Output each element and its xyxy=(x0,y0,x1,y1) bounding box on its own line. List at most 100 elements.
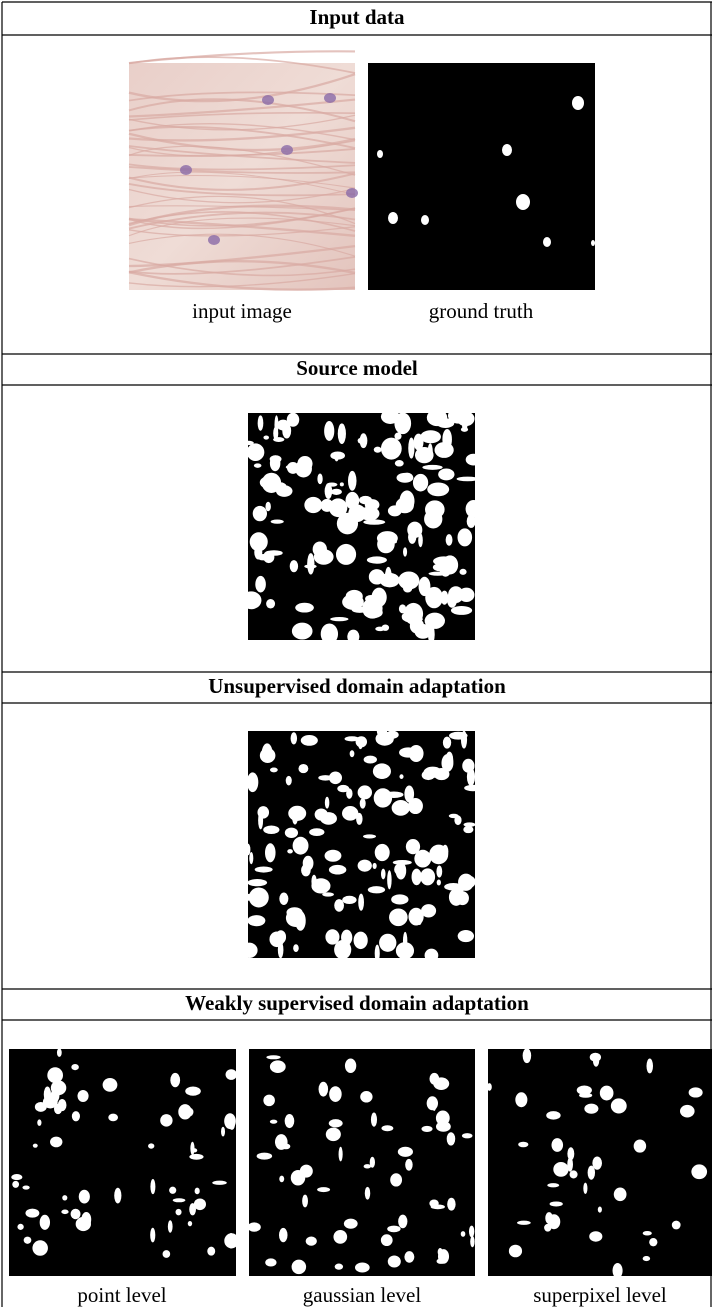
blob xyxy=(386,731,399,739)
blob xyxy=(464,876,475,888)
blob xyxy=(436,1111,450,1126)
blob xyxy=(373,763,391,779)
blob xyxy=(270,1120,277,1124)
blob xyxy=(51,1080,66,1095)
blob xyxy=(420,430,441,443)
blob xyxy=(266,1055,280,1059)
blob xyxy=(72,1111,80,1121)
blob xyxy=(425,587,443,608)
blob xyxy=(263,825,279,834)
mask-image xyxy=(487,1048,712,1278)
blob xyxy=(447,1198,455,1211)
blob xyxy=(257,1153,272,1160)
blob xyxy=(279,893,288,905)
blob xyxy=(388,505,402,516)
blob xyxy=(339,1147,343,1162)
blob xyxy=(406,839,420,854)
section-title: Source model xyxy=(296,356,418,380)
blob xyxy=(103,1078,118,1092)
blob xyxy=(329,1086,341,1102)
blob xyxy=(458,528,473,546)
blob xyxy=(358,438,363,443)
blob xyxy=(375,844,390,861)
nucleus xyxy=(180,165,192,175)
blob xyxy=(150,1228,155,1243)
blob xyxy=(399,747,417,757)
blob xyxy=(410,618,424,633)
blob xyxy=(438,1248,443,1256)
blob xyxy=(377,150,383,158)
blob xyxy=(447,591,457,607)
blob xyxy=(265,550,282,556)
blob xyxy=(441,591,449,605)
blob xyxy=(173,1198,186,1202)
blob xyxy=(279,1176,284,1183)
blob xyxy=(518,1142,528,1148)
blob xyxy=(302,1195,308,1208)
blob xyxy=(265,1258,276,1266)
blob xyxy=(451,606,472,615)
blob xyxy=(431,1204,445,1209)
blob xyxy=(364,1164,371,1168)
blob xyxy=(292,623,313,640)
blob xyxy=(412,869,422,886)
blob xyxy=(399,774,403,779)
blob xyxy=(385,540,397,544)
blob xyxy=(449,889,464,906)
blob xyxy=(329,865,346,875)
blob xyxy=(329,1119,343,1127)
blob xyxy=(377,726,387,737)
blob xyxy=(249,888,269,908)
section-title: Unsupervised domain adaptation xyxy=(208,674,506,698)
blob xyxy=(224,1113,236,1129)
blob xyxy=(375,627,385,632)
blob xyxy=(62,1195,67,1200)
blob xyxy=(421,904,436,917)
blob xyxy=(276,485,293,497)
blob xyxy=(463,826,473,833)
blob xyxy=(348,505,366,522)
blob xyxy=(394,412,411,434)
blob xyxy=(331,489,342,495)
blob xyxy=(550,1201,563,1206)
blob xyxy=(11,1174,22,1180)
blob xyxy=(552,1138,564,1152)
blob xyxy=(381,1125,393,1131)
blob xyxy=(442,845,449,859)
blob xyxy=(392,800,410,816)
blob xyxy=(160,1114,172,1127)
blob xyxy=(150,1179,155,1194)
blob xyxy=(459,569,466,575)
blob xyxy=(487,1083,492,1091)
blob xyxy=(461,1231,466,1237)
blob xyxy=(405,1159,412,1171)
blob xyxy=(253,506,267,521)
nucleus xyxy=(281,145,293,155)
blob xyxy=(374,788,392,807)
blob xyxy=(427,482,449,496)
blob xyxy=(467,768,475,786)
blob xyxy=(464,785,482,791)
blob xyxy=(148,1143,154,1148)
blob xyxy=(317,1187,330,1192)
blob xyxy=(291,732,297,744)
blob xyxy=(418,533,423,547)
blob xyxy=(285,828,298,838)
blob xyxy=(337,551,342,560)
blob xyxy=(342,896,356,904)
blob xyxy=(247,443,265,461)
blob xyxy=(362,598,382,619)
blob xyxy=(270,1060,286,1073)
nucleus xyxy=(346,188,358,198)
blob xyxy=(226,1069,237,1080)
blob xyxy=(22,1185,29,1189)
blob xyxy=(17,1224,23,1230)
mask-image xyxy=(241,726,482,962)
blob xyxy=(321,623,338,644)
blob xyxy=(370,1157,375,1168)
blob xyxy=(189,1203,196,1215)
blob xyxy=(263,1095,275,1107)
caption: input image xyxy=(192,299,292,323)
blob xyxy=(293,837,309,855)
blob xyxy=(401,473,413,483)
